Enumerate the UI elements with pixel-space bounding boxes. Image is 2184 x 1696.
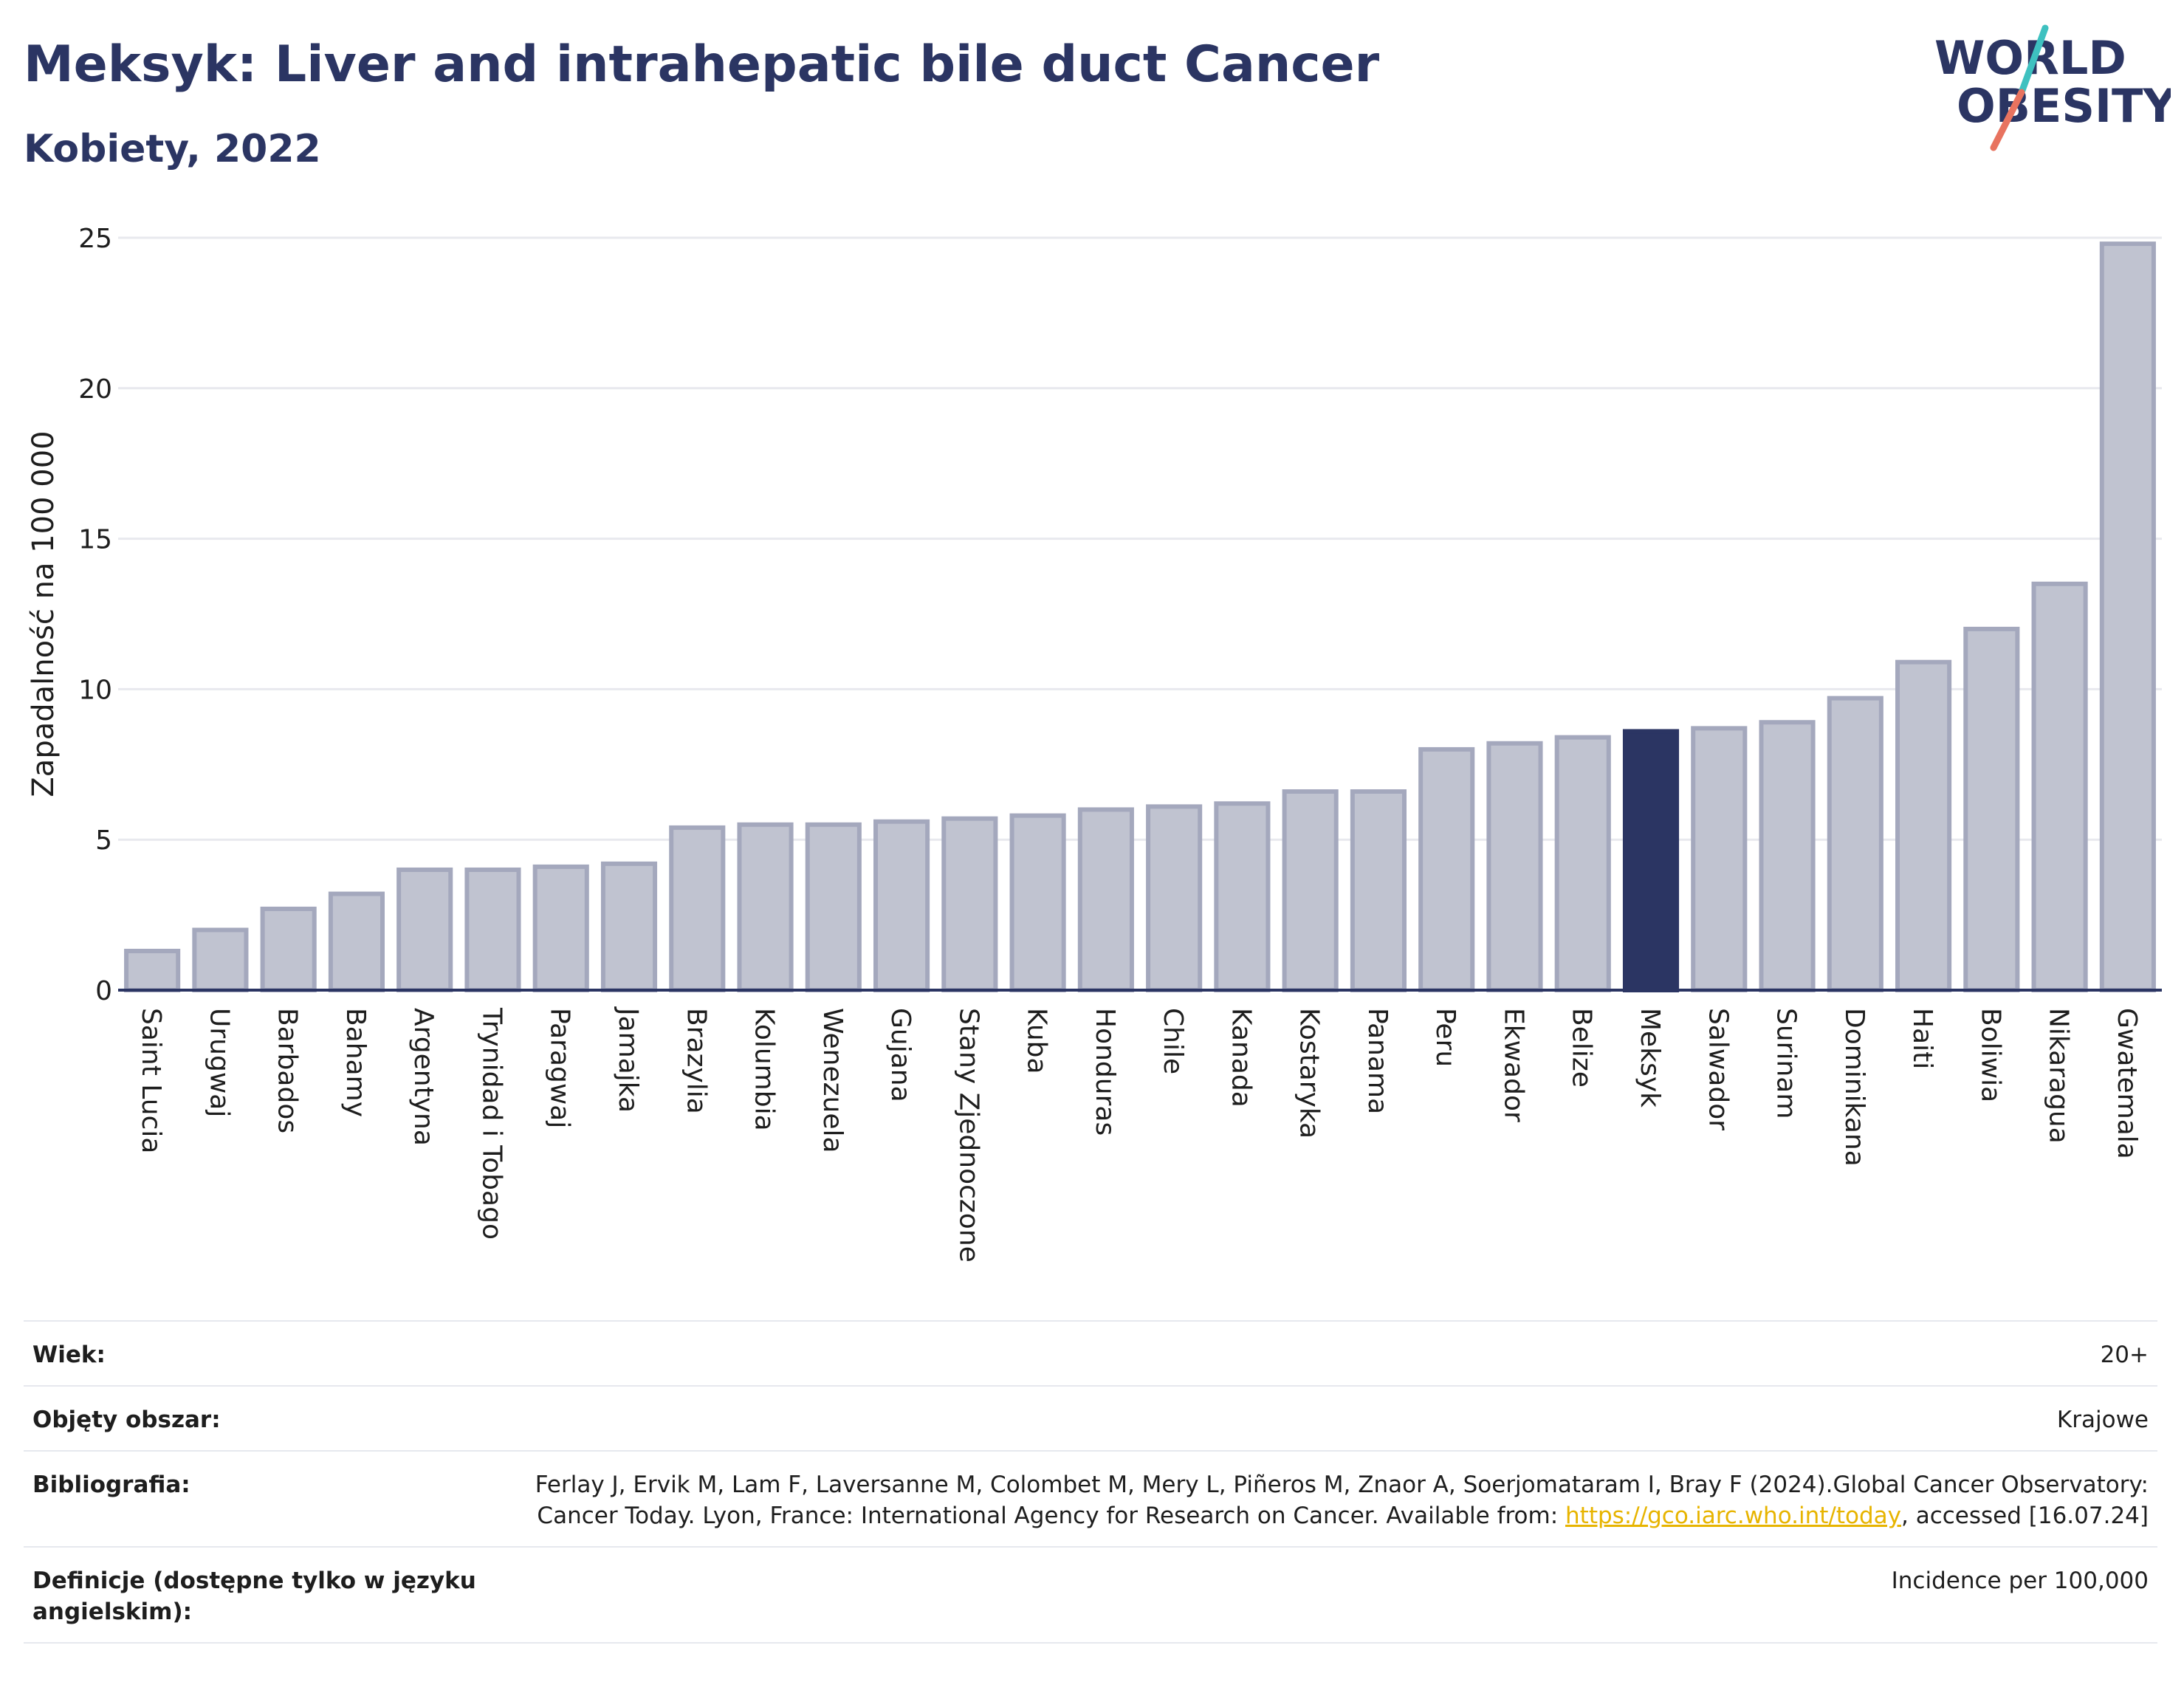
y-tick-label: 10 <box>78 675 112 705</box>
bar-boliwia[interactable] <box>1963 626 2020 992</box>
x-tick-label: Haiti <box>1907 1008 1937 1069</box>
bar-dominikana[interactable] <box>1827 696 1883 992</box>
bar-chile[interactable] <box>1146 804 1203 993</box>
meta-label: Objęty obszar: <box>32 1407 221 1433</box>
x-tick-label: Kuba <box>1022 1008 1052 1074</box>
bar-urugwaj[interactable] <box>192 927 249 992</box>
x-tick-label: Dominikana <box>1839 1008 1869 1167</box>
x-tick-label: Brazylia <box>681 1008 711 1114</box>
logo-slash-coral <box>1990 89 2025 151</box>
x-tick-label: Ekwador <box>1498 1008 1528 1122</box>
x-tick-label: Gwatemala <box>2112 1008 2142 1159</box>
bar-peru[interactable] <box>1418 746 1475 992</box>
meta-value: Incidence per 100,000 <box>1891 1568 2149 1594</box>
bar-ekwador[interactable] <box>1486 741 1543 992</box>
x-tick-label: Gujana <box>885 1008 916 1102</box>
bar-saint-lucia[interactable] <box>124 949 181 992</box>
y-tick-label: 15 <box>78 525 112 555</box>
world-obesity-logo: WORLD OBESITY <box>1934 24 2171 151</box>
x-tick-label: Trynidad i Tobago <box>476 1007 506 1240</box>
bar-kuba[interactable] <box>1009 813 1066 993</box>
meta-row-coverage: Objęty obszar: Krajowe <box>24 1387 2157 1452</box>
x-tick-label: Salwador <box>1703 1008 1733 1130</box>
x-tick-label: Urugwaj <box>204 1008 234 1117</box>
bar-gujana[interactable] <box>873 819 930 993</box>
bar-trynidad-i-tobago[interactable] <box>464 867 521 992</box>
x-tick-label: Peru <box>1430 1008 1460 1067</box>
chart-subtitle: Kobiety, 2022 <box>24 127 321 171</box>
x-tick-label: Nikaragua <box>2044 1008 2074 1144</box>
x-tick-label: Bahamy <box>340 1008 371 1117</box>
x-tick-label: Kanada <box>1226 1008 1256 1108</box>
bar-gwatemala[interactable] <box>2099 241 2156 993</box>
meta-row-definitions: Definicje (dostępne tylko w języku angie… <box>24 1548 2157 1644</box>
y-tick-label: 20 <box>78 374 112 405</box>
x-tick-label: Paragwaj <box>545 1008 575 1128</box>
meta-value: Ferlay J, Ervik M, Lam F, Laversanne M, … <box>524 1469 2149 1531</box>
y-tick-label: 5 <box>95 825 112 856</box>
bar-jamajka[interactable] <box>600 861 658 992</box>
x-tick-label: Kostaryka <box>1294 1008 1325 1139</box>
x-tick-label: Stany Zjednoczone <box>953 1008 983 1263</box>
x-tick-label: Boliwia <box>1975 1008 2005 1102</box>
y-tick-label: 25 <box>78 224 112 254</box>
x-tick-label: Wenezuela <box>817 1008 848 1153</box>
x-tick-label: Argentyna <box>408 1008 439 1146</box>
bibliography-suffix: , accessed [16.07.24] <box>1900 1503 2149 1529</box>
bar-salwador[interactable] <box>1691 726 1748 992</box>
meta-label: Definicje (dostępne tylko w języku angie… <box>32 1568 476 1625</box>
bar-argentyna[interactable] <box>396 867 453 992</box>
bar-wenezuela[interactable] <box>805 822 862 992</box>
x-tick-label: Surinam <box>1771 1008 1802 1119</box>
meta-value: Krajowe <box>2056 1407 2149 1433</box>
x-tick-label: Honduras <box>1090 1008 1120 1136</box>
bar-kanada[interactable] <box>1214 801 1271 992</box>
x-tick-label: Saint Lucia <box>136 1008 166 1153</box>
bar-panama[interactable] <box>1350 789 1407 992</box>
bar-nikaragua[interactable] <box>2031 581 2088 992</box>
chart-title: Meksyk: Liver and intrahepatic bile duct… <box>24 35 1380 94</box>
bar-paragwaj[interactable] <box>532 864 589 993</box>
bar-chart: 0 5 10 15 20 25 Zapadalność na 100 000 Saint Lu… <box>27 224 2162 1263</box>
y-axis-title: Zapadalność na 100 000 <box>27 430 61 797</box>
meta-label: Wiek: <box>32 1342 106 1368</box>
x-tick-label: Jamajka <box>613 1006 643 1113</box>
metadata-table: Wiek: 20+ Objęty obszar: Krajowe Bibliog… <box>24 1320 2157 1644</box>
x-tick-label: Meksyk <box>1635 1008 1665 1108</box>
x-tick-label: Panama <box>1362 1008 1393 1114</box>
bar-barbados[interactable] <box>260 906 317 992</box>
logo-text-obesity: OBESITY <box>1957 79 2171 133</box>
bar-belize[interactable] <box>1554 735 1611 993</box>
y-tick-label: 0 <box>95 976 112 1006</box>
x-tick-label: Chile <box>1158 1008 1188 1074</box>
bar-brazylia[interactable] <box>669 825 726 992</box>
bar-haiti[interactable] <box>1895 659 1952 992</box>
meta-value: 20+ <box>2100 1342 2149 1368</box>
bar-honduras[interactable] <box>1077 807 1134 992</box>
meta-row-bibliography: Bibliografia: Ferlay J, Ervik M, Lam F, … <box>24 1452 2157 1548</box>
bar-meksyk[interactable] <box>1622 729 1680 992</box>
meta-label: Bibliografia: <box>32 1472 190 1498</box>
bar-stany-zjednoczone[interactable] <box>941 816 998 992</box>
logo-slash-teal <box>2018 24 2049 96</box>
meta-row-age: Wiek: 20+ <box>24 1322 2157 1387</box>
bar-kolumbia[interactable] <box>737 822 794 992</box>
x-tick-label: Kolumbia <box>749 1008 780 1131</box>
bar-bahamy[interactable] <box>328 891 385 992</box>
bar-surinam[interactable] <box>1759 720 1816 993</box>
bibliography-text: Ferlay J, Ervik M, Lam F, Laversanne M, … <box>535 1472 2149 1529</box>
source-link[interactable]: https://gco.iarc.who.int/today <box>1565 1503 1901 1529</box>
bar-kostaryka[interactable] <box>1282 789 1339 992</box>
x-tick-label: Barbados <box>272 1008 303 1133</box>
x-tick-label: Belize <box>1567 1008 1597 1088</box>
